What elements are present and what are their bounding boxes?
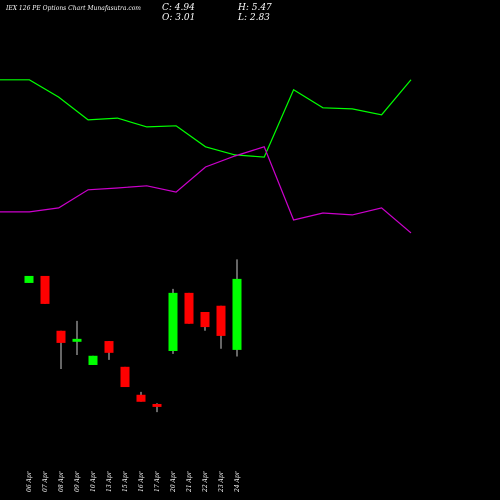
x-tick-label: 22 Apr	[202, 470, 209, 493]
candle-body	[168, 292, 178, 351]
x-tick-label: 15 Apr	[122, 470, 129, 492]
x-tick-label: 07 Apr	[42, 470, 49, 492]
candle-body	[104, 341, 114, 353]
x-tick-label: 21 Apr	[186, 470, 193, 493]
candle-body	[56, 330, 66, 343]
candle-body	[120, 366, 130, 388]
x-tick-label: 06 Apr	[26, 470, 33, 492]
x-tick-label: 13 Apr	[106, 470, 113, 492]
candle-body	[152, 403, 162, 407]
x-tick-label: 23 Apr	[218, 470, 225, 493]
x-tick-label: 16 Apr	[138, 470, 145, 492]
chart-title: IEX 126 PE Options Chart Munafasutra.com	[5, 5, 141, 12]
x-tick-label: 20 Apr	[170, 470, 177, 493]
x-tick-label: 09 Apr	[74, 470, 81, 492]
candle-body	[24, 275, 34, 283]
candle-body	[40, 275, 50, 304]
candle-body	[136, 394, 146, 402]
x-tick-label: 17 Apr	[154, 470, 161, 492]
candle-body	[184, 292, 194, 324]
open-info: O: 3.01	[162, 13, 195, 23]
indicator-line	[0, 79, 412, 158]
candle-body	[216, 305, 226, 336]
close-info: C: 4.94	[162, 3, 195, 13]
candle-body	[72, 338, 82, 342]
indicator-line	[0, 146, 412, 234]
x-tick-label: 24 Apr	[234, 470, 241, 493]
candle-body	[88, 355, 98, 365]
low-info: L: 2.83	[237, 13, 270, 23]
candle-body	[232, 278, 242, 350]
high-info: H: 5.47	[237, 3, 272, 13]
x-tick-label: 08 Apr	[58, 470, 65, 492]
x-tick-label: 10 Apr	[90, 470, 97, 492]
candle-body	[200, 311, 210, 328]
